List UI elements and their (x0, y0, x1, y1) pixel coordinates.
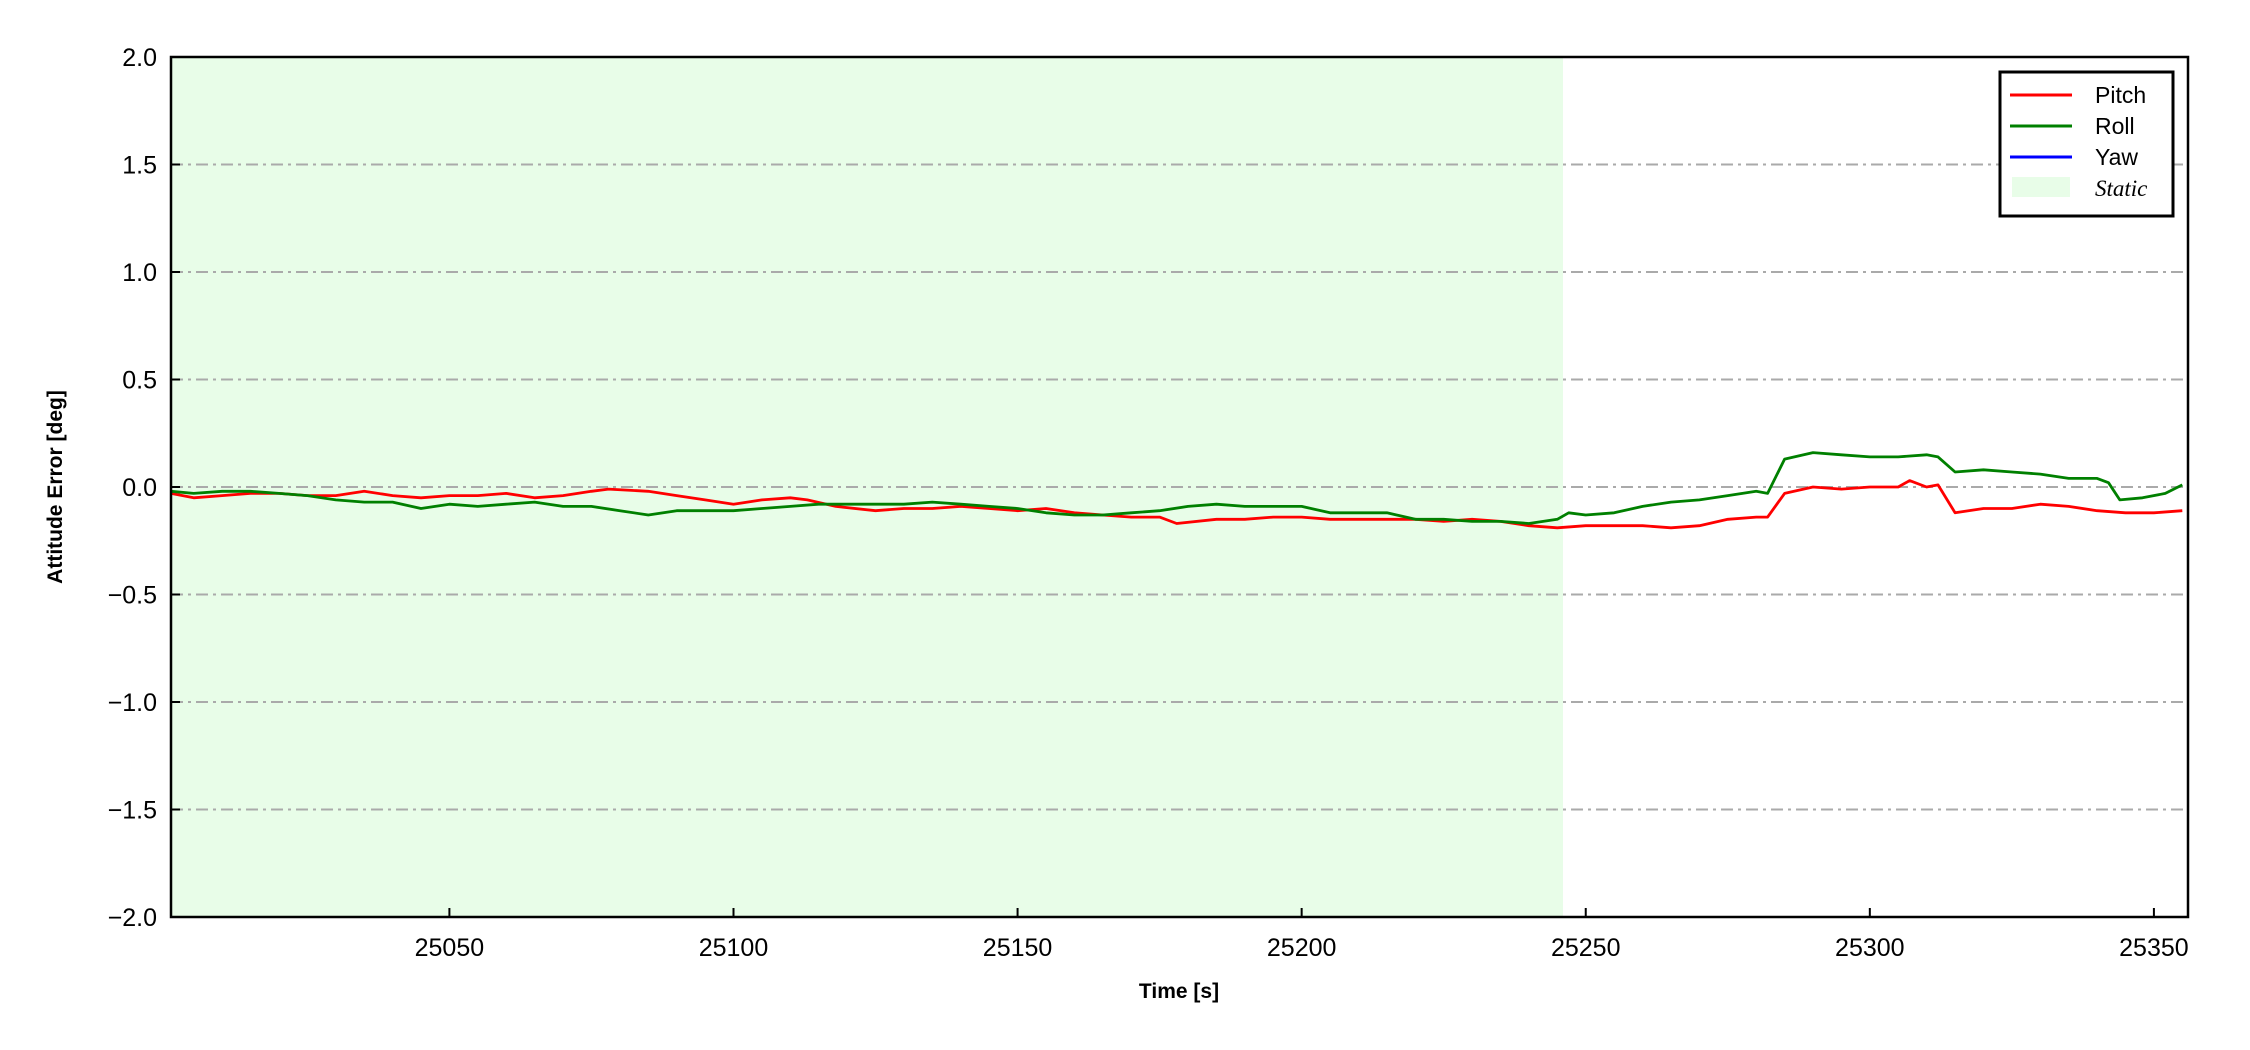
legend-label-static: Static (2095, 176, 2147, 201)
axis-ticks: −2.0 −1.5 −1.0 −0.5 0.0 0.5 1.0 1.5 2.0 25050 2510… (108, 44, 2189, 962)
x-axis-label: Time [s] (1139, 980, 1219, 1003)
x-tick-label: 25100 (699, 934, 769, 962)
y-tick-label: −2.0 (108, 904, 157, 932)
x-tick-label: 25050 (415, 934, 485, 962)
legend-label-pitch: Pitch (2095, 82, 2146, 108)
legend-swatch-static (2012, 177, 2070, 197)
x-tick-label: 25200 (1267, 934, 1337, 962)
grid-lines (171, 163, 2188, 811)
x-tick-label: 25350 (2119, 934, 2189, 962)
x-tick-label: 25250 (1551, 934, 1621, 962)
series-line-roll (170, 451, 2183, 525)
y-tick-label: 1.0 (122, 259, 157, 287)
x-tick-label: 25300 (1835, 934, 1905, 962)
y-axis-label: Attitude Error [deg] (44, 390, 67, 584)
y-tick-label: −1.0 (108, 689, 157, 717)
series-line-pitch (170, 479, 2183, 530)
y-tick-label: 0.5 (122, 367, 157, 395)
y-tick-label: 0.0 (122, 474, 157, 502)
legend-label-yaw: Yaw (2095, 144, 2138, 170)
y-tick-label: 2.0 (122, 44, 157, 72)
legend: Pitch Roll Yaw Static (1998, 70, 2175, 218)
y-tick-label: −1.5 (108, 797, 157, 825)
x-tick-label: 25150 (983, 934, 1053, 962)
series-lines (170, 451, 2183, 530)
y-tick-label: 1.5 (122, 152, 157, 180)
y-tick-label: −0.5 (108, 582, 157, 610)
legend-label-roll: Roll (2095, 113, 2135, 139)
